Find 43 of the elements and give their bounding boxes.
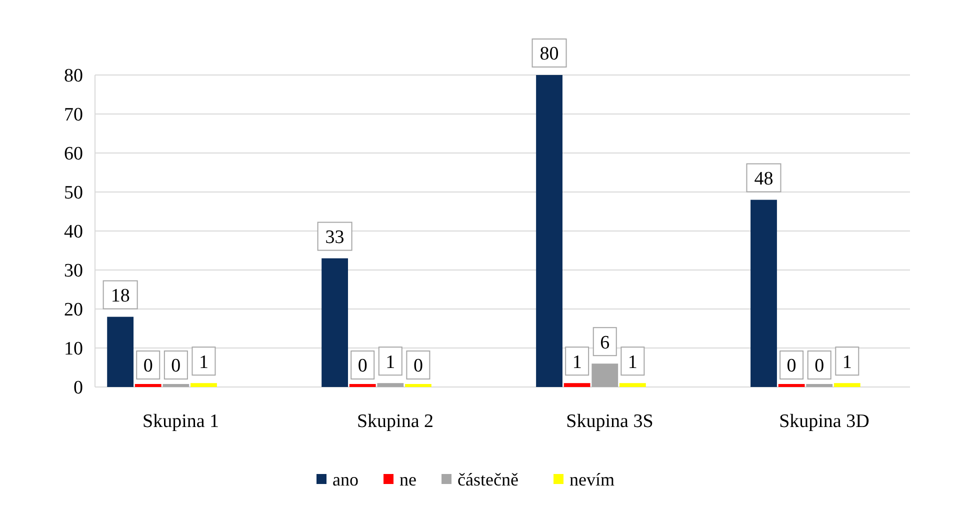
- data-label: 80: [540, 44, 559, 65]
- data-label: 48: [754, 168, 774, 190]
- y-tick-label: 60: [64, 144, 83, 165]
- legend-label: nevím: [570, 469, 614, 490]
- data-label: 1: [198, 352, 208, 373]
- y-tick-label: 70: [64, 104, 83, 126]
- bar: [322, 258, 348, 387]
- data-label: 1: [628, 352, 638, 373]
- bar: [536, 75, 562, 387]
- y-tick-label: 10: [64, 338, 83, 360]
- bar: [107, 316, 134, 387]
- data-label: 0: [171, 356, 181, 377]
- data-label: 0: [413, 356, 423, 377]
- data-label: 0: [786, 356, 796, 377]
- bar: [834, 383, 860, 387]
- data-label: 0: [358, 356, 368, 377]
- bar: [190, 383, 217, 387]
- data-label: 0: [814, 356, 824, 377]
- x-tick-label: Skupina 3S: [566, 411, 654, 432]
- bar: [564, 383, 590, 387]
- y-tick-label: 50: [64, 182, 83, 204]
- y-tick-label: 80: [64, 66, 83, 87]
- data-label: 6: [600, 332, 610, 354]
- legend-label: částečně: [458, 469, 518, 490]
- y-tick-label: 20: [64, 300, 83, 321]
- y-tick-label: 30: [64, 260, 83, 282]
- data-label: 33: [325, 226, 344, 248]
- x-tick-label: Skupina 3D: [779, 411, 870, 432]
- bar: [592, 364, 618, 387]
- legend-label: ano: [332, 469, 358, 490]
- data-label: 1: [386, 352, 396, 373]
- legend-label: ne: [400, 469, 416, 490]
- data-label: 1: [842, 352, 852, 373]
- bar: [750, 200, 777, 387]
- bar: [377, 383, 404, 387]
- x-tick-label: Skupina 1: [142, 411, 220, 432]
- y-tick-label: 40: [64, 222, 83, 243]
- x-tick-label: Skupina 2: [357, 411, 434, 432]
- data-label: 18: [110, 285, 130, 306]
- bar: [619, 383, 646, 387]
- data-label: 0: [143, 356, 153, 377]
- data-label: 1: [572, 352, 582, 373]
- y-tick-label: 0: [74, 378, 83, 399]
